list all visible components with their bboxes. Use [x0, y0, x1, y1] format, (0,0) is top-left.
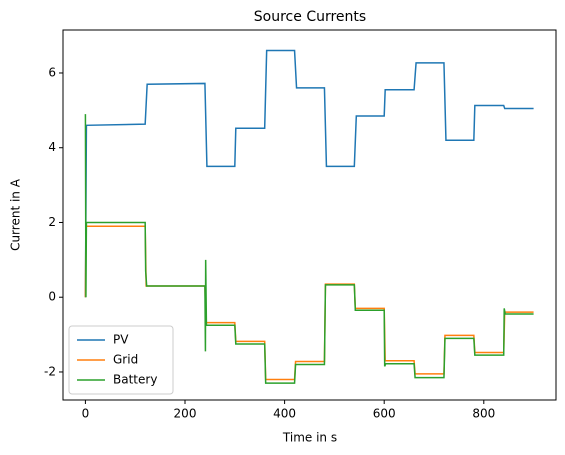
legend-box	[68, 325, 174, 395]
y-tick-label: 4	[48, 140, 56, 154]
series-line	[84, 49, 534, 298]
x-tick-label: 200	[174, 407, 197, 421]
legend-label: Grid	[113, 353, 138, 367]
y-tick-label: -2	[44, 364, 56, 378]
x-tick-label: 0	[82, 407, 90, 421]
x-axis-label: Time in s	[282, 431, 337, 445]
x-tick-label: 600	[373, 407, 396, 421]
y-tick-label: 0	[48, 290, 56, 304]
x-tick-label: 800	[472, 407, 495, 421]
y-axis-label: Current in A	[9, 178, 23, 251]
legend: PV Grid Battery	[68, 325, 174, 395]
legend-label: PV	[113, 333, 129, 347]
legend-label: Battery	[113, 373, 157, 387]
chart-title: Source Currents	[254, 9, 366, 25]
plot-frame	[62, 29, 557, 401]
x-tick-label: 400	[273, 407, 296, 421]
y-tick-label: 6	[48, 65, 56, 79]
y-tick-label: 2	[48, 215, 56, 229]
series-line	[84, 114, 534, 384]
